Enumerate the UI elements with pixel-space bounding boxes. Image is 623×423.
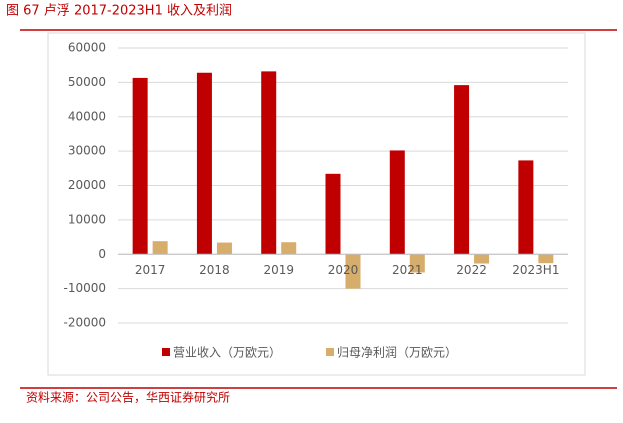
legend-swatch <box>326 348 334 356</box>
bar <box>196 72 212 255</box>
x-tick-label: 2018 <box>199 263 230 277</box>
bar <box>474 254 490 264</box>
x-tick-label: 2017 <box>135 263 166 277</box>
x-tick-label: 2019 <box>263 263 294 277</box>
y-tick-label: 0 <box>98 247 106 261</box>
y-tick-label: 40000 <box>68 109 106 123</box>
bar <box>454 85 470 255</box>
x-tick-label: 2020 <box>328 263 359 277</box>
bar <box>152 241 168 255</box>
y-tick-label: -20000 <box>63 316 106 330</box>
bar <box>409 254 425 273</box>
bar <box>518 160 534 255</box>
y-tick-label: 30000 <box>68 144 106 158</box>
x-tick-label: 2021 <box>392 263 423 277</box>
bar <box>281 242 297 255</box>
bar <box>345 254 361 289</box>
y-tick-label: 20000 <box>68 178 106 192</box>
legend-label: 归母净利润（万欧元） <box>337 346 457 360</box>
legend-label: 营业收入（万欧元） <box>173 346 281 360</box>
legend-swatch <box>162 348 170 356</box>
bar <box>538 254 554 264</box>
chart-title: 图 67 卢浮 2017-2023H1 收入及利润 <box>6 3 232 19</box>
bar <box>325 173 341 255</box>
y-tick-label: 50000 <box>68 75 106 89</box>
source: 资料来源：公司公告，华西证券研究所 <box>26 390 230 405</box>
bar <box>261 71 277 255</box>
bar <box>216 242 232 255</box>
x-tick-label: 2023H1 <box>512 263 559 277</box>
plot-frame <box>47 32 586 376</box>
y-tick-label: 10000 <box>68 212 106 226</box>
x-tick-label: 2022 <box>456 263 487 277</box>
bar <box>132 77 148 255</box>
y-tick-label: -10000 <box>63 281 106 295</box>
y-tick-label: 60000 <box>68 41 106 55</box>
bar <box>389 150 405 255</box>
